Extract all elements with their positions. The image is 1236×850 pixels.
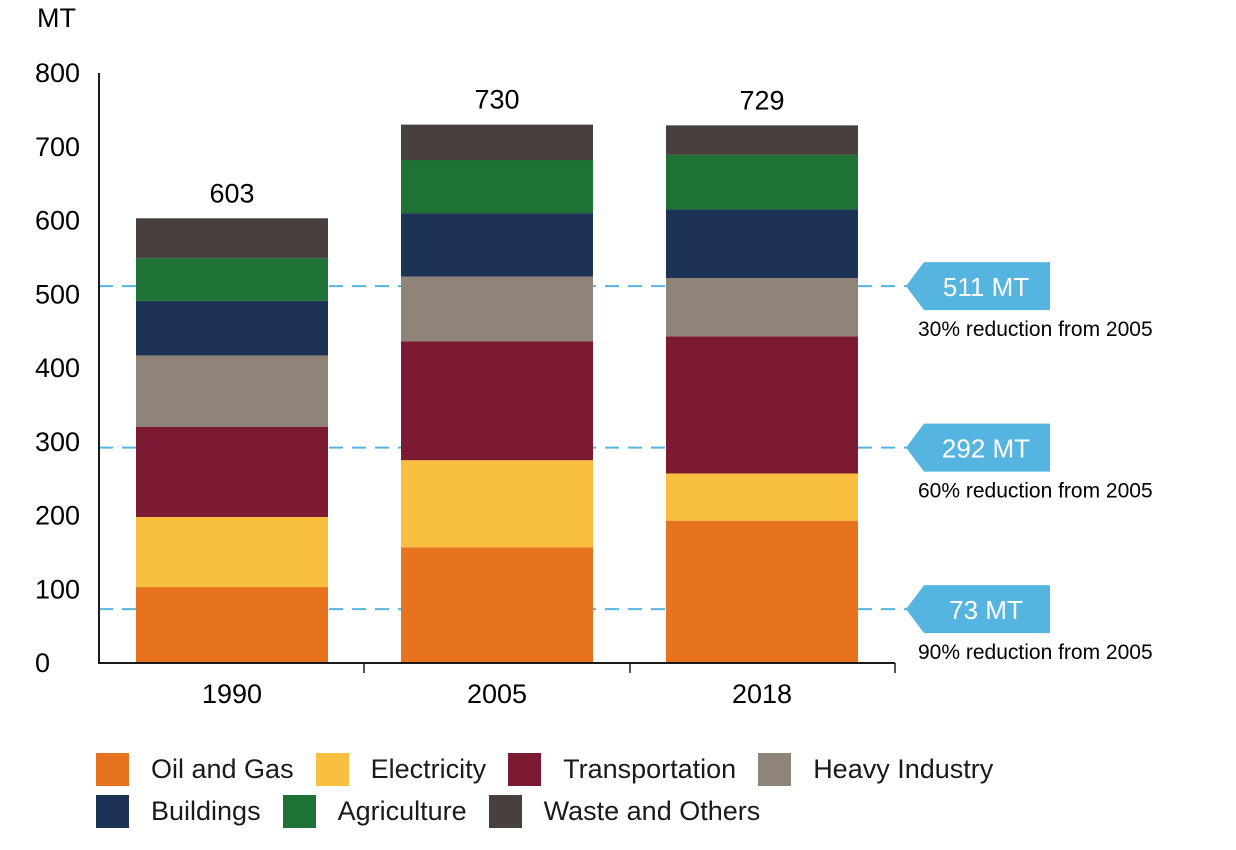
- callout-label: 292 MT: [942, 434, 1030, 464]
- legend-swatch: [758, 752, 792, 786]
- callout-label: 73 MT: [949, 595, 1023, 625]
- x-tick-label: 1990: [202, 679, 262, 709]
- callout-note: 60% reduction from 2005: [918, 480, 1153, 503]
- legend-label: Transportation: [563, 753, 737, 784]
- y-tick-label: 800: [35, 58, 80, 88]
- bar-segment-2005-electricity: [401, 460, 593, 548]
- callout-note: 90% reduction from 2005: [918, 641, 1153, 664]
- legend-label: Waste and Others: [543, 795, 761, 826]
- legend-swatch: [96, 794, 129, 828]
- y-tick-label: 300: [35, 427, 80, 457]
- callout-label: 511 MT: [943, 272, 1029, 302]
- legend-label: Oil and Gas: [151, 753, 294, 784]
- legend-label: Agriculture: [337, 795, 467, 826]
- legend-item: Oil and Gas: [96, 752, 294, 786]
- bar-segment-2018-oil-and-gas: [666, 520, 858, 663]
- legend-swatch: [282, 794, 316, 828]
- callout-badge: [906, 262, 1050, 311]
- legend-row: Buildings Agriculture Waste and Others: [96, 790, 1156, 832]
- bar-segment-2005-buildings: [401, 213, 593, 277]
- legend-item: Electricity: [315, 752, 487, 786]
- y-tick-label: 0: [35, 648, 50, 678]
- bar-segment-2018-waste-and-others: [666, 125, 858, 155]
- bar-total-label: 730: [474, 85, 519, 115]
- callout-badge: [906, 423, 1050, 472]
- bar-segment-1990-waste-and-others: [136, 218, 328, 259]
- bar-segment-2005-oil-and-gas: [401, 547, 593, 663]
- y-tick-label: 600: [35, 206, 80, 236]
- axes-layer: 1990 2005 2018 0 100 200 300 400 500 600 700 800: [35, 58, 896, 709]
- bar-segment-1990-oil-and-gas: [136, 587, 328, 663]
- callout-badge: [906, 585, 1050, 634]
- y-tick-label: 700: [35, 132, 80, 162]
- bar-segment-2005-waste-and-others: [401, 124, 593, 161]
- y-tick-label: 400: [35, 353, 80, 383]
- legend-label: Buildings: [151, 795, 261, 826]
- y-tick-label: 200: [35, 501, 80, 531]
- y-tick-label: 100: [35, 574, 80, 604]
- bar-segment-1990-buildings: [136, 300, 328, 356]
- legend-label: Heavy Industry: [813, 753, 994, 784]
- legend-item: Waste and Others: [488, 794, 761, 828]
- bar-segment-2018-agriculture: [666, 154, 858, 210]
- callouts-layer: 511 MT 30% reduction from 2005 292 MT 60% r…: [906, 262, 1153, 664]
- bar-segment-1990-agriculture: [136, 258, 328, 301]
- bar-segment-2018-transportation: [666, 336, 858, 474]
- bar-segment-2005-heavy-industry: [401, 276, 593, 342]
- x-tick-label: 2005: [467, 679, 527, 709]
- legend-row: Oil and Gas Electricity Transportation Heav…: [96, 748, 1156, 790]
- callout-note: 30% reduction from 2005: [918, 318, 1153, 341]
- bar-total-label: 729: [739, 85, 784, 115]
- legend-item: Heavy Industry: [758, 752, 994, 786]
- legend-swatch: [96, 752, 129, 786]
- bar-segment-1990-transportation: [136, 427, 328, 517]
- legend-label: Electricity: [370, 753, 487, 784]
- bars-layer: 603 730 729: [136, 85, 858, 663]
- legend-item: Buildings: [96, 794, 261, 828]
- bar-segment-2005-transportation: [401, 341, 593, 461]
- bar-segment-1990-heavy-industry: [136, 355, 328, 427]
- legend-swatch: [488, 794, 522, 828]
- bar-segment-2005-agriculture: [401, 160, 593, 214]
- bar-segment-2018-heavy-industry: [666, 278, 858, 337]
- bar-segment-1990-electricity: [136, 516, 328, 588]
- legend-swatch: [508, 752, 542, 786]
- bar-total-label: 603: [209, 178, 254, 208]
- bar-segment-2018-buildings: [666, 209, 858, 279]
- legend-swatch: [315, 752, 349, 786]
- bar-segment-2018-electricity: [666, 473, 858, 521]
- stacked-bar-chart: MT 603 730 729 1990 2005 2018 0 100 200 300 400 50…: [35, 3, 1153, 709]
- y-axis-unit-label: MT: [37, 3, 76, 33]
- y-tick-label: 500: [35, 279, 80, 309]
- x-tick-label: 2018: [732, 679, 792, 709]
- legend-item: Transportation: [508, 752, 737, 786]
- legend-item: Agriculture: [282, 794, 467, 828]
- legend: Oil and Gas Electricity Transportation Heav…: [96, 748, 1156, 832]
